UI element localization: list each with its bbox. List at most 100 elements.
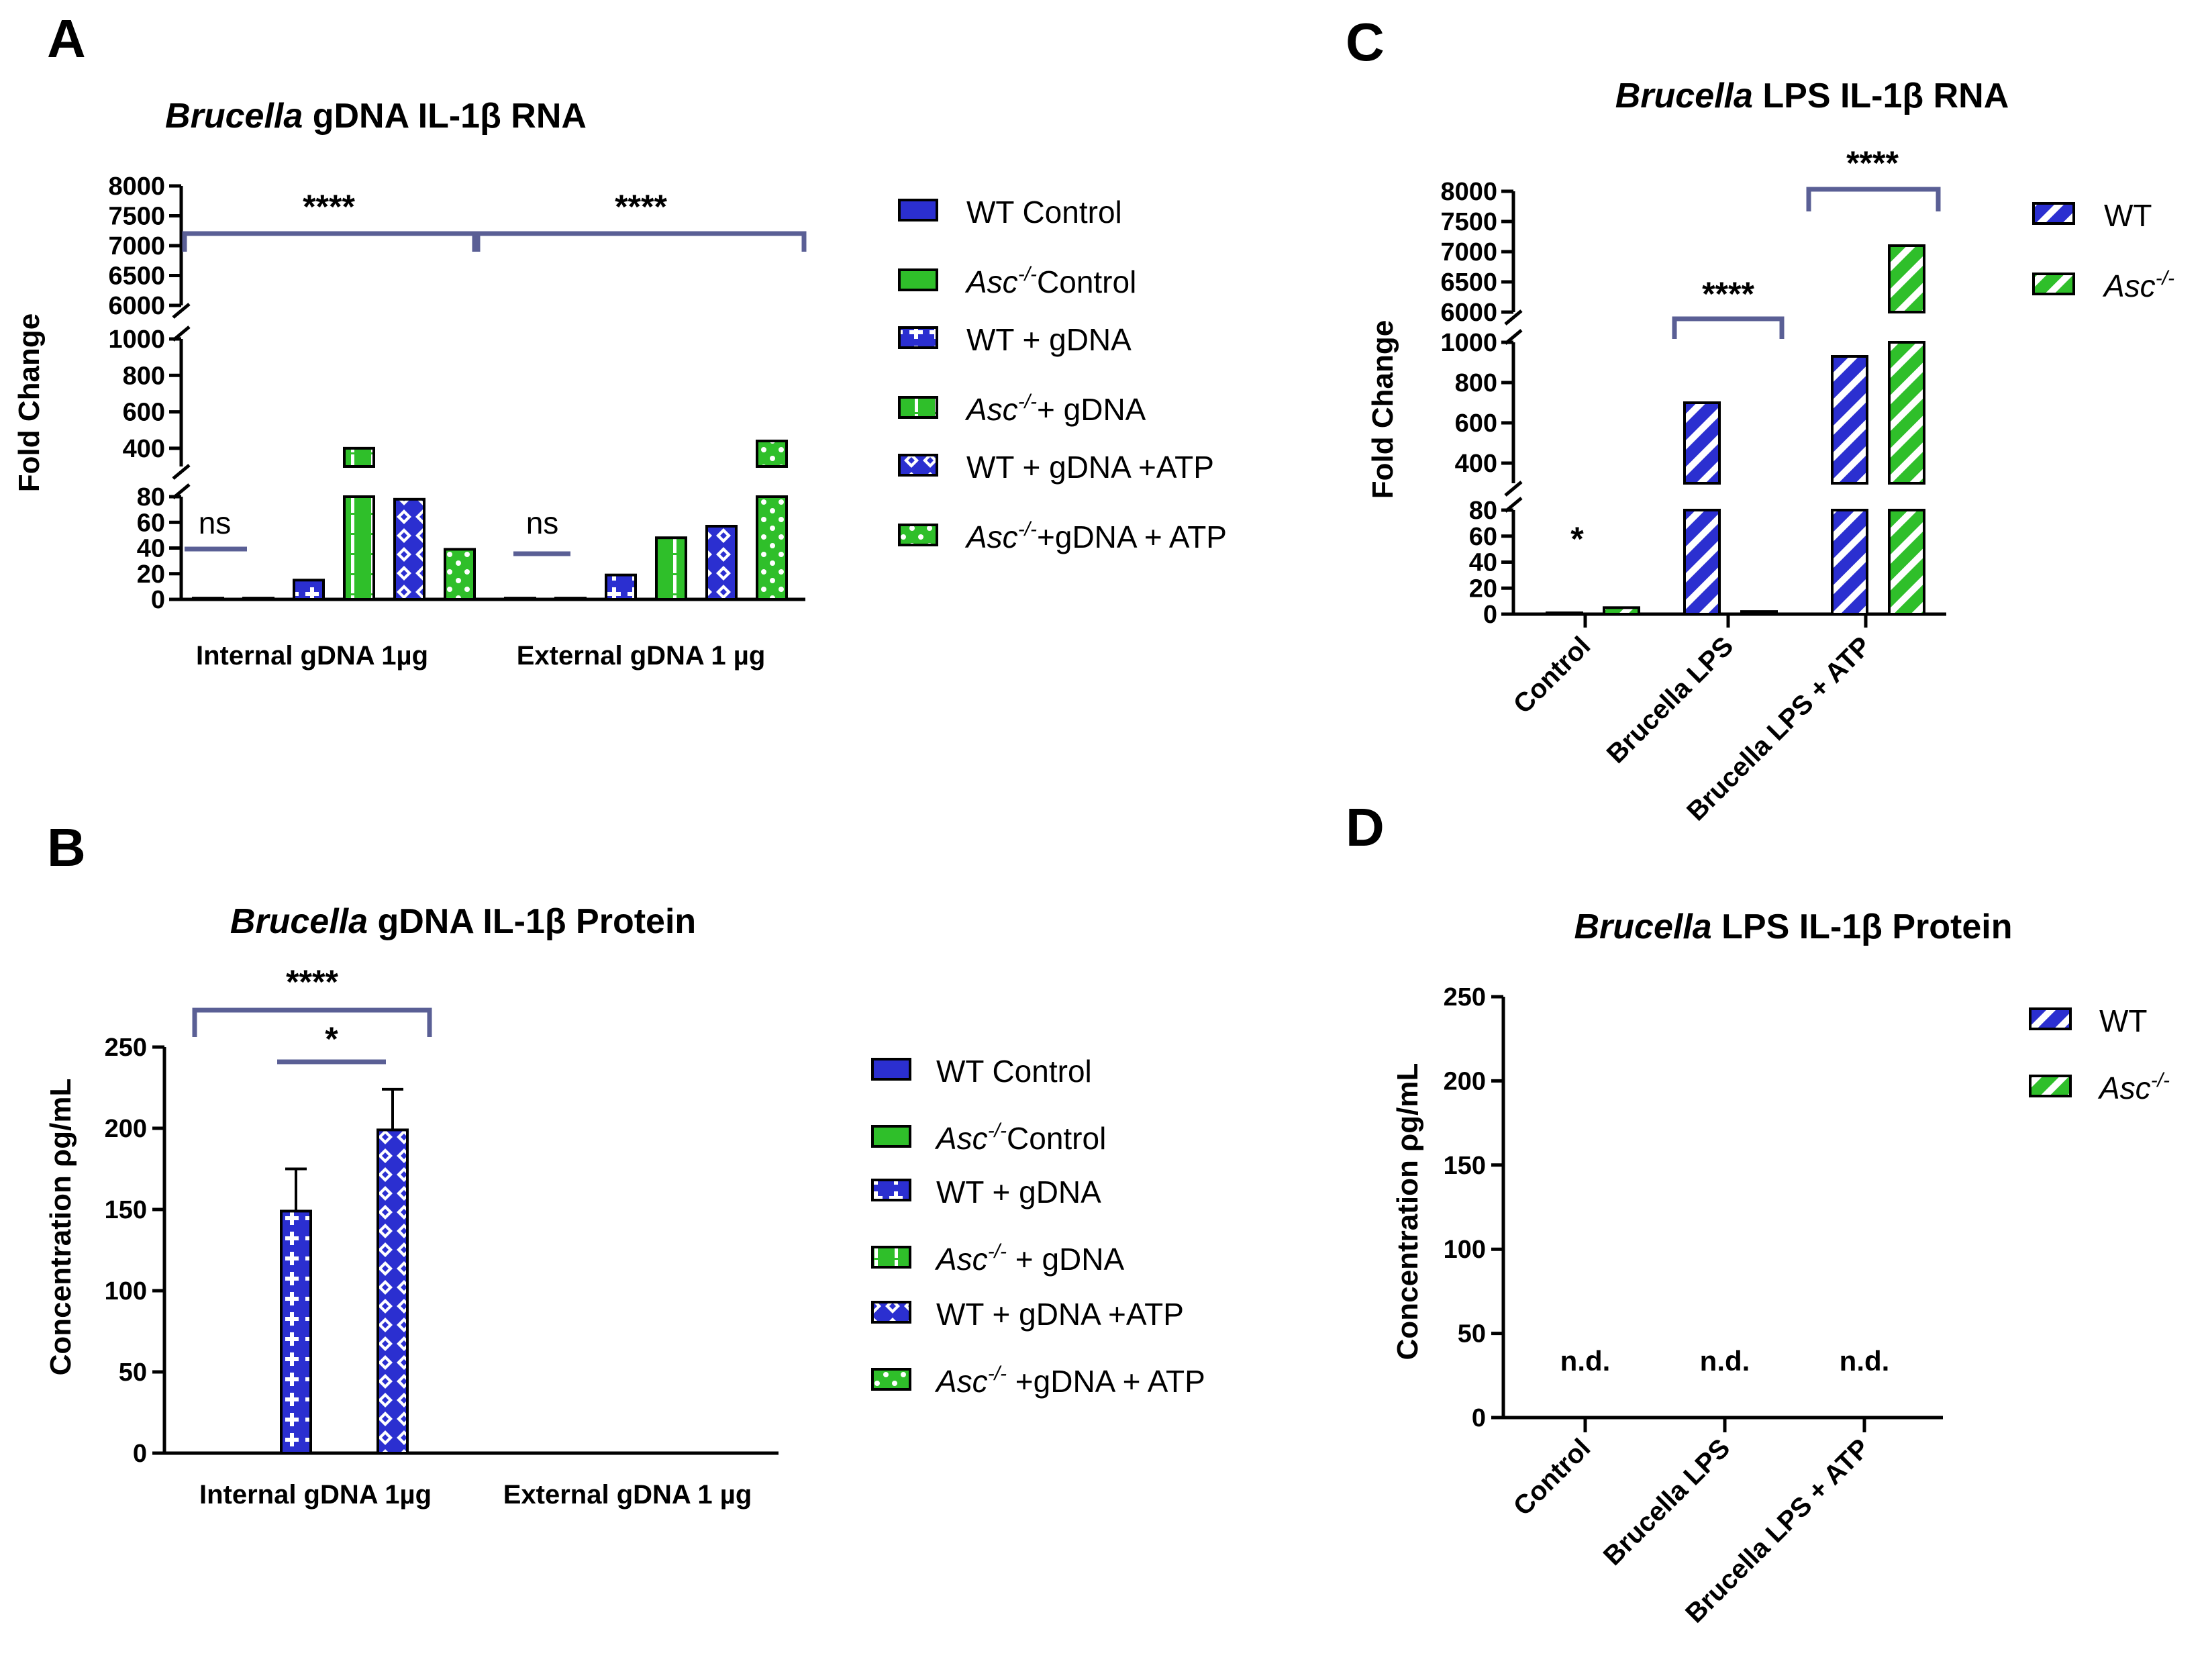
panel-b-legend-swatch	[871, 1246, 911, 1269]
panel-b-significance: ****	[286, 963, 338, 1001]
panel-b-bar	[377, 1128, 409, 1455]
panel-c-bar	[1683, 401, 1721, 485]
panel-a-legend-label: WT + gDNA +ATP	[966, 450, 1214, 485]
panel-c-bracket	[1672, 316, 1785, 339]
panel-a-y-tick-label: 6500	[108, 262, 165, 291]
panel-a-y-tick-label: 60	[137, 509, 165, 537]
panel-b-legend-swatch	[871, 1368, 911, 1391]
legend-text: Control	[1007, 1121, 1106, 1156]
panel-b-legend-label: Asc-/- +gDNA + ATP	[934, 1363, 1205, 1399]
panel-b-bracket	[192, 1007, 432, 1037]
panel-c-axis-break	[1504, 497, 1523, 513]
panel-a-bar	[393, 497, 425, 601]
panel-a-bar	[756, 440, 788, 468]
legend-italic: Asc	[964, 520, 1018, 554]
panel-a-bar	[242, 597, 274, 601]
panel-a-bar	[444, 548, 476, 601]
panel-c-y-tick-label: 0	[1483, 601, 1497, 629]
panel-b-title: Brucella gDNA IL-1β Protein	[230, 902, 696, 941]
panel-c-bar	[1888, 509, 1925, 615]
panel-d-y-tick-label: 100	[1444, 1236, 1486, 1264]
panel-d-y-tick-label: 250	[1444, 983, 1486, 1011]
panel-a-legend-swatch	[898, 199, 938, 221]
panel-b-y-tick-label: 100	[105, 1277, 147, 1305]
panel-b-legend-swatch	[871, 1179, 911, 1201]
panel-a-significance: ****	[615, 188, 667, 226]
panel-c-bar	[1683, 509, 1721, 615]
legend-text: Control	[1037, 264, 1136, 299]
panel-c-bracket	[1806, 187, 1941, 211]
panel-c-y-tick-label: 6500	[1440, 268, 1497, 297]
panel-a-bar	[343, 495, 375, 601]
panel-d-category-label: Brucella LPS	[1598, 1433, 1736, 1571]
panel-b-significance: *	[325, 1020, 338, 1058]
panel-c-bar	[1888, 244, 1925, 313]
panel-b-bar	[280, 1209, 312, 1455]
panel-c-significance: *	[1570, 520, 1584, 558]
panel-d-y-axis-label: Concentration ρg/mL	[1391, 1063, 1424, 1361]
panel-c-significance: ****	[1702, 275, 1754, 313]
panel-c: C Brucella LPS IL-1β RNA Fold Change 020…	[1346, 12, 2174, 827]
panel-c-legend-swatch	[2032, 202, 2075, 225]
panel-b-y-tick-label: 0	[133, 1440, 147, 1468]
legend-italic: Asc	[934, 1364, 988, 1399]
panel-a-y-tick-label: 7000	[108, 232, 165, 260]
panel-a-axis-break	[172, 303, 191, 319]
panel-a-category-label: Internal gDNA 1µg	[196, 641, 428, 671]
panel-c-y-tick-label: 8000	[1440, 178, 1497, 206]
panel-d-legend-label: WT	[2099, 1003, 2148, 1038]
panel-c-y-tick-label: 80	[1469, 497, 1497, 525]
panel-a-legend-swatch	[898, 396, 938, 419]
panel-c-y-tick-label: 400	[1455, 450, 1497, 478]
panel-c-axis-break	[1504, 481, 1523, 497]
panel-d-legend-swatch	[2029, 1075, 2072, 1097]
panel-a-y-tick-label: 6000	[108, 292, 165, 320]
panel-c-bar	[1740, 610, 1778, 615]
panel-a-y-tick-label: 40	[137, 535, 165, 563]
panel-a-y-tick-label: 800	[123, 362, 165, 390]
panel-b-y-tick-label: 200	[105, 1115, 147, 1143]
panel-c-title: Brucella LPS IL-1β RNA	[1615, 77, 2009, 115]
panel-c-y-tick-label: 20	[1469, 575, 1497, 603]
panel-c-axis-break	[1504, 329, 1523, 345]
panel-c-bar	[1831, 509, 1868, 615]
panel-b-y-tick-label: 50	[119, 1358, 147, 1387]
panel-a-legend-swatch	[898, 454, 938, 477]
legend-superscript: -/-	[2151, 1069, 2170, 1091]
panel-c-y-tick-label: 60	[1469, 523, 1497, 551]
panel-b-y-tick-label: 150	[105, 1196, 147, 1224]
panel-d-legend-label: Asc-/-	[2097, 1069, 2170, 1105]
panel-letter-d: D	[1346, 797, 1385, 857]
panel-a-legend-label: WT Control	[966, 195, 1122, 230]
panel-b-y-axis-label: Concentration ρg/mL	[44, 1079, 77, 1376]
panel-d-legend-swatch	[2029, 1007, 2072, 1030]
legend-superscript: -/-	[988, 1363, 1007, 1385]
panel-a-legend-swatch	[898, 268, 938, 291]
panel-a-legend-label: Asc-/-Control	[964, 263, 1136, 299]
panel-a-bracket	[182, 231, 477, 252]
panel-a-bars	[192, 440, 788, 601]
panel-c-bar	[1603, 606, 1640, 615]
panel-a-y-tick-label: 8000	[108, 172, 165, 201]
panel-d-legend: WT Asc-/-	[2029, 1003, 2170, 1105]
panel-b-legend-label: Asc-/- + gDNA	[934, 1240, 1124, 1277]
panel-a-category-label: External gDNA 1 µg	[517, 641, 766, 671]
panel-a-title: Brucella gDNA IL-1β RNA	[165, 97, 587, 136]
legend-superscript: -/-	[1018, 263, 1037, 285]
panel-a-y-tick-label: 600	[123, 399, 165, 427]
panel-c-y-tick-label: 800	[1455, 369, 1497, 397]
panel-c-y-tick-label: 7500	[1440, 208, 1497, 236]
panel-d-title: Brucella LPS IL-1β Protein	[1574, 907, 2012, 946]
panel-letter-a: A	[47, 9, 86, 68]
legend-superscript: -/-	[988, 1120, 1007, 1142]
panel-c-axis-break	[1504, 309, 1523, 326]
panel-b-y-tick-label: 250	[105, 1034, 147, 1062]
legend-text: +gDNA + ATP	[1007, 1364, 1205, 1399]
panel-a-bar	[554, 597, 587, 601]
legend-italic: Asc	[2097, 1071, 2151, 1105]
panel-c-bars	[1546, 244, 1925, 616]
panel-a-bar	[504, 597, 536, 601]
